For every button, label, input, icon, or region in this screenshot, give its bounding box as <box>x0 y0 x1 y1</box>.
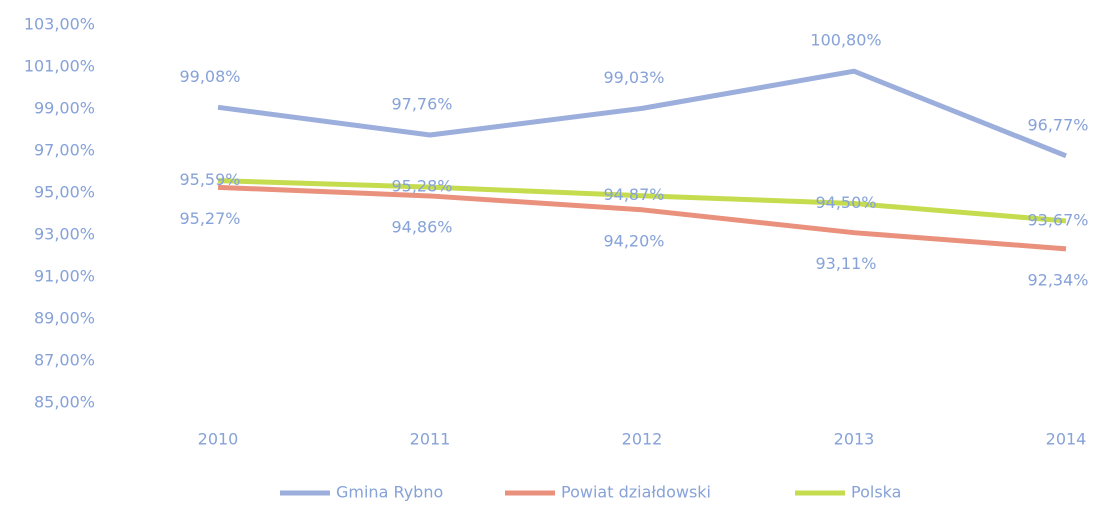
y-tick-label: 93,00% <box>34 225 95 244</box>
y-tick-label: 101,00% <box>24 57 95 76</box>
data-label: 95,27% <box>179 209 240 228</box>
data-label: 92,34% <box>1027 270 1088 289</box>
x-tick-label: 2013 <box>834 430 875 449</box>
y-tick-label: 87,00% <box>34 351 95 370</box>
data-label: 93,67% <box>1027 210 1088 229</box>
data-label: 95,59% <box>179 170 240 189</box>
y-tick-label: 103,00% <box>24 15 95 34</box>
data-label: 95,28% <box>391 177 452 196</box>
data-label: 94,87% <box>603 185 664 204</box>
y-tick-label: 99,00% <box>34 99 95 118</box>
series-line <box>217 184 1067 252</box>
data-label: 94,50% <box>815 193 876 212</box>
legend-label: Polska <box>851 483 901 502</box>
series-line <box>217 68 1067 159</box>
x-tick-label: 2014 <box>1046 430 1087 449</box>
data-label: 93,11% <box>815 254 876 273</box>
series-line <box>217 178 1067 224</box>
x-tick-label: 2011 <box>410 430 451 449</box>
x-tick-label: 2010 <box>198 430 239 449</box>
y-tick-label: 85,00% <box>34 393 95 412</box>
y-tick-label: 91,00% <box>34 267 95 286</box>
legend-label: Gmina Rybno <box>336 483 443 502</box>
y-tick-label: 89,00% <box>34 309 95 328</box>
data-label: 99,03% <box>603 68 664 87</box>
data-label: 96,77% <box>1027 115 1088 134</box>
data-label: 94,20% <box>603 231 664 250</box>
data-label: 99,08% <box>179 67 240 86</box>
x-tick-label: 2012 <box>622 430 663 449</box>
data-label: 100,80% <box>810 31 881 50</box>
data-label: 94,86% <box>391 217 452 236</box>
data-label: 97,76% <box>391 95 452 114</box>
legend-label: Powiat działdowski <box>561 483 711 502</box>
y-tick-label: 95,00% <box>34 183 95 202</box>
y-tick-label: 97,00% <box>34 141 95 160</box>
